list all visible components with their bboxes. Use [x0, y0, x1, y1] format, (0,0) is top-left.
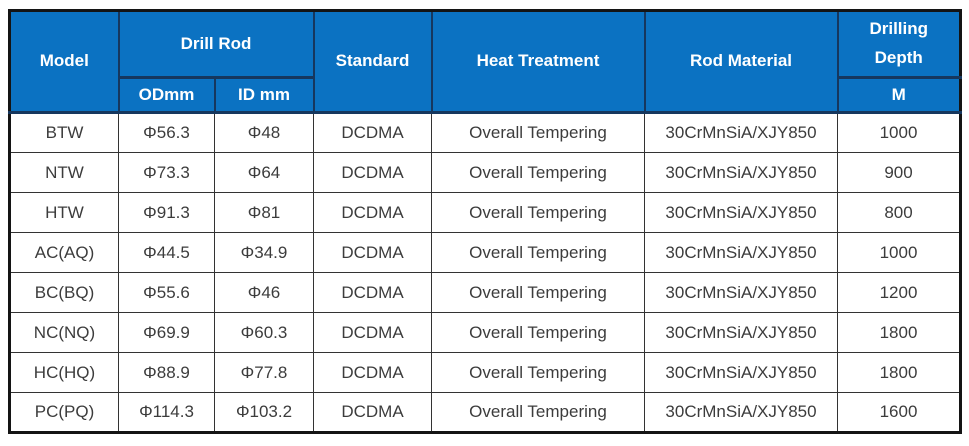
cell-standard: DCDMA: [313, 152, 432, 193]
cell-heat-treatment: Overall Tempering: [431, 272, 645, 313]
cell-rod-material: 30CrMnSiA/XJY850: [644, 352, 838, 393]
header-standard: Standard: [312, 9, 433, 114]
cell-model: NTW: [9, 152, 119, 193]
cell-drilling-depth: 900: [837, 152, 961, 193]
cell-model: HC(HQ): [9, 352, 119, 393]
table-body: BTW Φ56.3 Φ48 DCDMA Overall Tempering 30…: [9, 112, 961, 433]
cell-heat-treatment: Overall Tempering: [431, 392, 645, 433]
drill-rod-spec-table: Model Drill Rod Standard Heat Treatment …: [8, 9, 962, 434]
cell-rod-material: 30CrMnSiA/XJY850: [644, 272, 838, 313]
cell-rod-material: 30CrMnSiA/XJY850: [644, 392, 838, 433]
table-row: NTW Φ73.3 Φ64 DCDMA Overall Tempering 30…: [9, 152, 961, 193]
cell-drilling-depth: 1000: [837, 232, 961, 273]
cell-standard: DCDMA: [313, 392, 432, 433]
cell-rod-material: 30CrMnSiA/XJY850: [644, 192, 838, 233]
cell-model: PC(PQ): [9, 392, 119, 433]
table-row: BTW Φ56.3 Φ48 DCDMA Overall Tempering 30…: [9, 112, 961, 153]
table-row: NC(NQ) Φ69.9 Φ60.3 DCDMA Overall Temperi…: [9, 312, 961, 353]
table-header: Model Drill Rod Standard Heat Treatment …: [8, 9, 962, 114]
cell-rod-material: 30CrMnSiA/XJY850: [644, 232, 838, 273]
cell-standard: DCDMA: [313, 192, 432, 233]
header-od-mm: ODmm: [117, 76, 216, 114]
header-drill-rod: Drill Rod: [117, 9, 315, 79]
cell-rod-material: 30CrMnSiA/XJY850: [644, 152, 838, 193]
cell-drilling-depth: 1600: [837, 392, 961, 433]
cell-model: BC(BQ): [9, 272, 119, 313]
cell-od: Φ88.9: [118, 352, 215, 393]
cell-id: Φ77.8: [214, 352, 314, 393]
header-row-top: Model Drill Rod Standard Heat Treatment …: [8, 9, 962, 114]
cell-heat-treatment: Overall Tempering: [431, 192, 645, 233]
table-row: BC(BQ) Φ55.6 Φ46 DCDMA Overall Tempering…: [9, 272, 961, 313]
cell-od: Φ44.5: [118, 232, 215, 273]
cell-model: HTW: [9, 192, 119, 233]
cell-od: Φ69.9: [118, 312, 215, 353]
cell-standard: DCDMA: [313, 272, 432, 313]
cell-id: Φ103.2: [214, 392, 314, 433]
header-drilling-depth: Drilling Depth: [836, 9, 962, 79]
table-row: HTW Φ91.3 Φ81 DCDMA Overall Tempering 30…: [9, 192, 961, 233]
header-row-sub: ODmm ID mm M: [10, 76, 962, 114]
cell-drilling-depth: 1800: [837, 312, 961, 353]
cell-standard: DCDMA: [313, 312, 432, 353]
cell-od: Φ114.3: [118, 392, 215, 433]
cell-heat-treatment: Overall Tempering: [431, 152, 645, 193]
cell-standard: DCDMA: [313, 112, 432, 153]
cell-drilling-depth: 1000: [837, 112, 961, 153]
cell-model: NC(NQ): [9, 312, 119, 353]
cell-od: Φ73.3: [118, 152, 215, 193]
cell-heat-treatment: Overall Tempering: [431, 352, 645, 393]
cell-heat-treatment: Overall Tempering: [431, 312, 645, 353]
cell-model: BTW: [9, 112, 119, 153]
table-row: AC(AQ) Φ44.5 Φ34.9 DCDMA Overall Temperi…: [9, 232, 961, 273]
cell-rod-material: 30CrMnSiA/XJY850: [644, 112, 838, 153]
cell-standard: DCDMA: [313, 232, 432, 273]
cell-drilling-depth: 1800: [837, 352, 961, 393]
cell-rod-material: 30CrMnSiA/XJY850: [644, 312, 838, 353]
cell-model: AC(AQ): [9, 232, 119, 273]
header-rod-material: Rod Material: [643, 9, 839, 114]
cell-heat-treatment: Overall Tempering: [431, 112, 645, 153]
cell-od: Φ55.6: [118, 272, 215, 313]
cell-id: Φ81: [214, 192, 314, 233]
cell-drilling-depth: 800: [837, 192, 961, 233]
cell-heat-treatment: Overall Tempering: [431, 232, 645, 273]
header-id-mm: ID mm: [213, 76, 315, 114]
cell-standard: DCDMA: [313, 352, 432, 393]
header-depth-unit: M: [836, 76, 962, 114]
cell-id: Φ48: [214, 112, 314, 153]
cell-drilling-depth: 1200: [837, 272, 961, 313]
cell-od: Φ91.3: [118, 192, 215, 233]
table-row: PC(PQ) Φ114.3 Φ103.2 DCDMA Overall Tempe…: [9, 392, 961, 433]
cell-id: Φ60.3: [214, 312, 314, 353]
header-heat-treatment: Heat Treatment: [430, 9, 646, 114]
cell-id: Φ64: [214, 152, 314, 193]
table-row: HC(HQ) Φ88.9 Φ77.8 DCDMA Overall Temperi…: [9, 352, 961, 393]
cell-od: Φ56.3: [118, 112, 215, 153]
cell-id: Φ34.9: [214, 232, 314, 273]
header-model: Model: [8, 9, 120, 114]
cell-id: Φ46: [214, 272, 314, 313]
